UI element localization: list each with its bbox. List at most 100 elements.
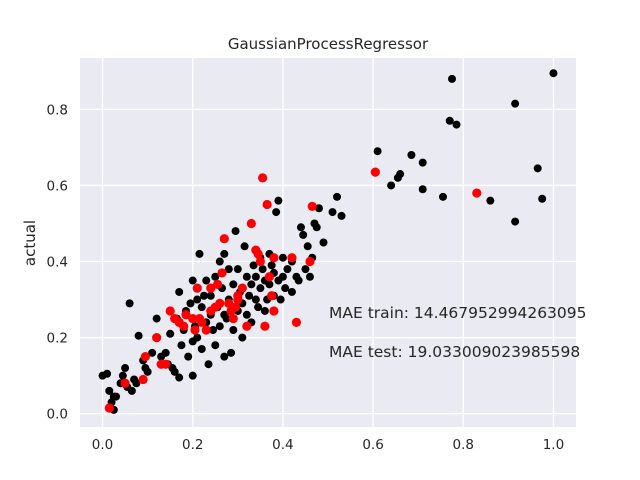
data-point xyxy=(132,379,141,388)
plot-area xyxy=(80,58,576,427)
data-point xyxy=(188,313,198,324)
data-point xyxy=(511,217,520,226)
data-point xyxy=(206,283,216,293)
data-point xyxy=(373,147,382,156)
data-point xyxy=(251,295,260,304)
y-tick-label: 0.4 xyxy=(47,255,68,271)
data-point xyxy=(220,249,229,258)
data-point xyxy=(197,303,206,312)
data-point xyxy=(181,310,191,320)
data-point xyxy=(418,158,427,167)
data-point xyxy=(233,294,243,305)
data-point xyxy=(294,276,303,285)
data-point xyxy=(224,298,234,308)
data-point xyxy=(278,272,287,281)
data-point xyxy=(276,295,285,304)
grid-lines xyxy=(80,58,576,427)
data-point xyxy=(418,185,427,194)
data-point xyxy=(188,371,197,380)
data-point xyxy=(177,341,186,350)
data-point xyxy=(301,265,310,274)
x-tick-label: 0.6 xyxy=(362,437,383,453)
data-point xyxy=(511,99,520,108)
data-point xyxy=(267,261,276,270)
data-point xyxy=(396,170,405,179)
data-point xyxy=(256,284,265,293)
data-point xyxy=(258,173,268,183)
data-point xyxy=(242,310,251,319)
data-point xyxy=(237,283,247,293)
data-point xyxy=(319,238,328,247)
x-tick-labels: 0.0 0.2 0.4 0.6 0.8 1.0 xyxy=(92,437,564,453)
data-point xyxy=(407,151,416,160)
data-point xyxy=(278,253,287,262)
x-tick-label: 0.4 xyxy=(272,437,293,453)
data-point xyxy=(143,367,152,376)
series-red-points xyxy=(104,167,482,413)
data-point xyxy=(296,223,305,232)
data-point xyxy=(138,374,148,385)
data-point xyxy=(190,325,200,335)
data-point xyxy=(127,386,136,395)
data-point xyxy=(109,392,118,401)
data-point xyxy=(166,329,175,338)
data-point xyxy=(229,325,238,334)
data-point xyxy=(215,322,224,331)
data-point xyxy=(538,194,547,203)
data-point xyxy=(242,272,251,281)
data-point xyxy=(215,257,224,266)
y-tick-label: 0.8 xyxy=(47,102,68,118)
data-point xyxy=(246,218,256,229)
data-point xyxy=(448,74,456,83)
data-point xyxy=(161,359,171,369)
data-point xyxy=(314,204,323,213)
data-point xyxy=(192,283,202,293)
data-point xyxy=(303,242,312,251)
data-point xyxy=(206,291,215,300)
data-point xyxy=(258,265,267,274)
data-point xyxy=(287,287,296,296)
chart-title: GaussianProcessRegressor xyxy=(228,35,429,53)
data-point xyxy=(260,306,269,315)
data-point xyxy=(195,249,204,258)
x-tick-label: 0.2 xyxy=(182,437,203,453)
data-point xyxy=(233,265,242,274)
data-point xyxy=(452,120,461,129)
data-point xyxy=(152,314,161,323)
mae-test-annotation: MAE test: 19.033009023985598 xyxy=(329,343,580,361)
data-point xyxy=(175,373,184,382)
data-point xyxy=(211,272,220,281)
data-point xyxy=(104,403,114,413)
data-point xyxy=(253,249,263,259)
data-point xyxy=(305,272,314,281)
data-point xyxy=(224,265,233,274)
data-point xyxy=(438,192,447,201)
data-point xyxy=(140,352,150,362)
data-point xyxy=(272,208,281,217)
data-point xyxy=(305,256,315,267)
data-point xyxy=(267,291,277,301)
data-point xyxy=(230,302,241,312)
data-point xyxy=(254,303,263,312)
data-point xyxy=(209,325,218,334)
data-point xyxy=(228,313,238,324)
data-point xyxy=(200,291,208,300)
data-point xyxy=(287,253,297,263)
data-point xyxy=(238,333,247,342)
data-point xyxy=(105,386,114,395)
data-point xyxy=(269,306,279,316)
data-point xyxy=(206,306,216,316)
x-tick-label: 0.0 xyxy=(92,437,113,453)
data-point xyxy=(242,321,252,331)
data-point xyxy=(103,369,112,378)
data-point xyxy=(281,284,290,293)
data-point xyxy=(245,291,254,300)
data-point xyxy=(193,295,202,304)
y-tick-label: 0.0 xyxy=(47,407,68,423)
data-point xyxy=(387,181,396,190)
data-point xyxy=(533,164,542,173)
data-point xyxy=(193,333,202,342)
data-point xyxy=(170,367,179,376)
data-point xyxy=(211,341,220,350)
data-point xyxy=(269,253,279,263)
